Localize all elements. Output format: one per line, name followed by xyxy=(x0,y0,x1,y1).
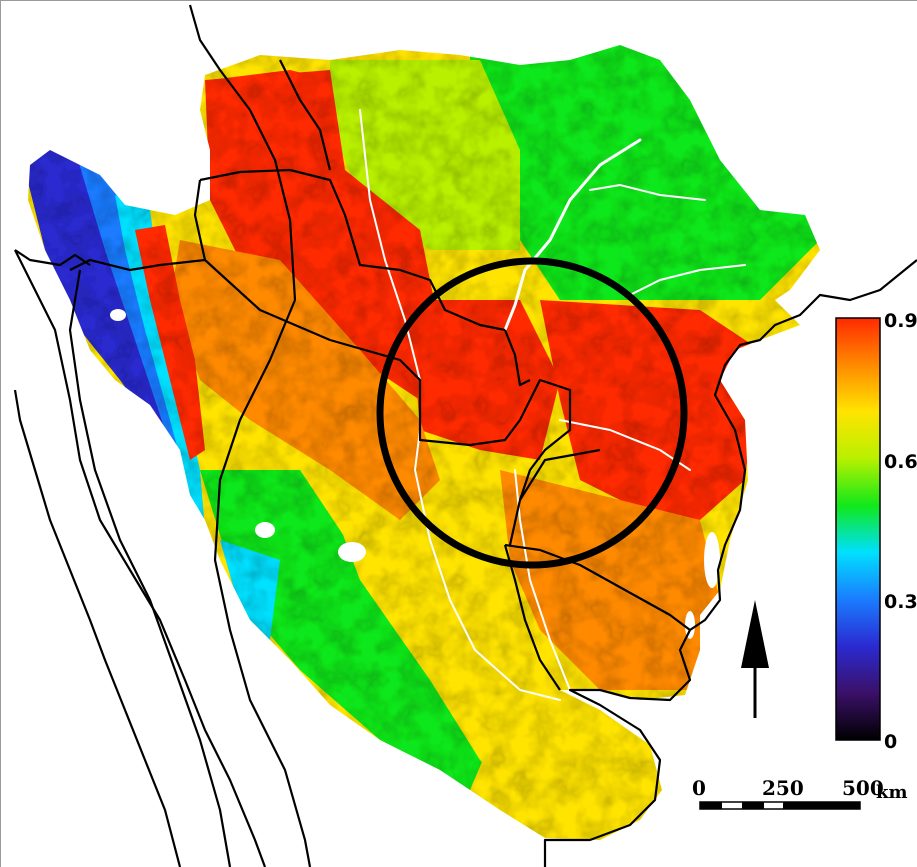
raster-zone-yellow-s xyxy=(300,420,650,840)
scale-label-500: 500 xyxy=(842,776,884,800)
coastline-atlantic xyxy=(543,259,917,867)
coast-pacific-north xyxy=(13,389,182,867)
raster-zone-green-s xyxy=(200,470,500,790)
raster-zone-violet-w xyxy=(28,150,180,450)
andes-border-inner xyxy=(68,269,232,867)
river-tributary-e xyxy=(629,264,746,296)
raster-zone-orange-se xyxy=(500,470,720,690)
highlight-circle xyxy=(376,257,688,569)
borders xyxy=(13,4,917,867)
river-parana-upper xyxy=(503,138,642,332)
scale-unit: km xyxy=(876,782,908,803)
raster-zone-red-east xyxy=(540,300,760,520)
river-tributary-ne xyxy=(589,183,706,201)
raster-zone-red-stripe xyxy=(135,225,205,460)
border-argentina-brazil xyxy=(519,448,601,501)
lake-mirim xyxy=(685,611,695,639)
lake-patos xyxy=(704,532,720,588)
coast-nw-curve xyxy=(14,249,91,267)
lake-pampas xyxy=(338,542,366,562)
colorbar-min-label: 0 xyxy=(884,731,898,753)
raster-zone-cyan-s xyxy=(220,540,280,640)
colorbar-tick-label: 0.6 xyxy=(884,451,917,473)
colorbar-tick-label: 0.3 xyxy=(884,591,917,613)
lake-west xyxy=(255,522,275,538)
raster-zone-red-center xyxy=(410,300,560,460)
raster-zone-cyan-w xyxy=(115,195,205,530)
border-uruguay-w xyxy=(503,544,561,691)
border-north-chile xyxy=(279,59,332,171)
border-uruguay-n xyxy=(504,543,691,631)
border-misiones xyxy=(503,329,531,387)
lake-nw xyxy=(110,309,126,321)
scale-bar xyxy=(699,801,861,810)
lakes xyxy=(110,309,720,639)
raster-zone-orange-sw xyxy=(170,240,440,520)
border-bolivia xyxy=(199,168,506,332)
river-paraguay xyxy=(359,109,561,701)
scale-label-0: 0 xyxy=(692,776,706,800)
scale-bar-labels: 0 250 500 km xyxy=(690,778,910,818)
border-paraguay-n xyxy=(69,179,207,272)
border-paraguay-s xyxy=(204,259,572,546)
colorbar xyxy=(835,317,881,741)
colorbar-max-label: 0.9 xyxy=(884,310,917,332)
scale-label-250: 250 xyxy=(762,776,804,800)
coastline-pacific xyxy=(14,249,267,867)
andes-border-west xyxy=(188,4,312,867)
north-arrow-icon xyxy=(741,600,769,718)
